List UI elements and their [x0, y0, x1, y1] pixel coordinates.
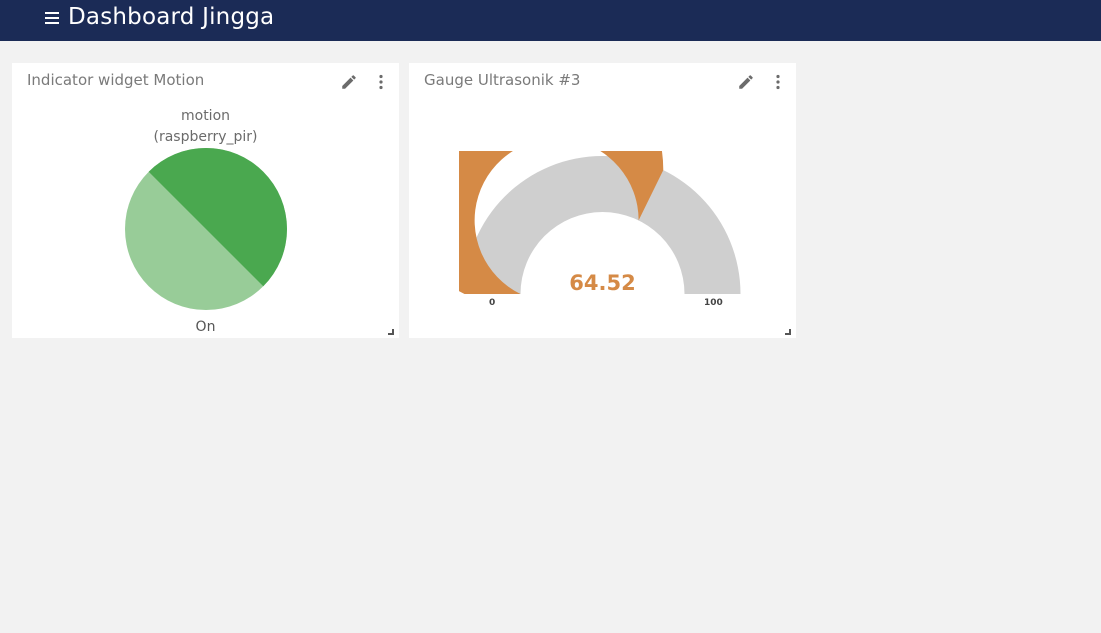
- gauge-track: [464, 155, 741, 294]
- indicator-pie-dark-half: [148, 148, 287, 287]
- gauge-min-label: 0: [489, 298, 496, 308]
- widget-title: Gauge Ultrasonik #3: [424, 71, 581, 89]
- pencil-icon[interactable]: [340, 73, 358, 91]
- top-bar: Dashboard Jingga: [0, 0, 1101, 41]
- more-vertical-icon[interactable]: [775, 74, 781, 90]
- resize-handle-icon[interactable]: [388, 329, 394, 335]
- resize-handle-icon[interactable]: [785, 329, 791, 335]
- hamburger-menu-icon[interactable]: [45, 11, 59, 24]
- pencil-icon[interactable]: [737, 73, 755, 91]
- gauge-widget-card: Gauge Ultrasonik #3 64.52 0 100: [409, 63, 796, 338]
- indicator-state: On: [195, 319, 216, 335]
- indicator-widget-card: Indicator widget Motion motion (raspberr…: [12, 63, 399, 338]
- gauge-max-label: 100: [704, 298, 723, 308]
- indicator-pie: [125, 148, 287, 310]
- more-vertical-icon[interactable]: [378, 74, 384, 90]
- indicator-sublabel: (raspberry_pir): [153, 129, 258, 145]
- widget-title: Indicator widget Motion: [27, 71, 205, 89]
- gauge-fill: [459, 151, 664, 294]
- indicator-label: motion: [180, 108, 231, 124]
- gauge-chart: [459, 151, 741, 294]
- dashboard-title: Dashboard Jingga: [68, 4, 275, 30]
- gauge-value: 64.52: [569, 271, 636, 295]
